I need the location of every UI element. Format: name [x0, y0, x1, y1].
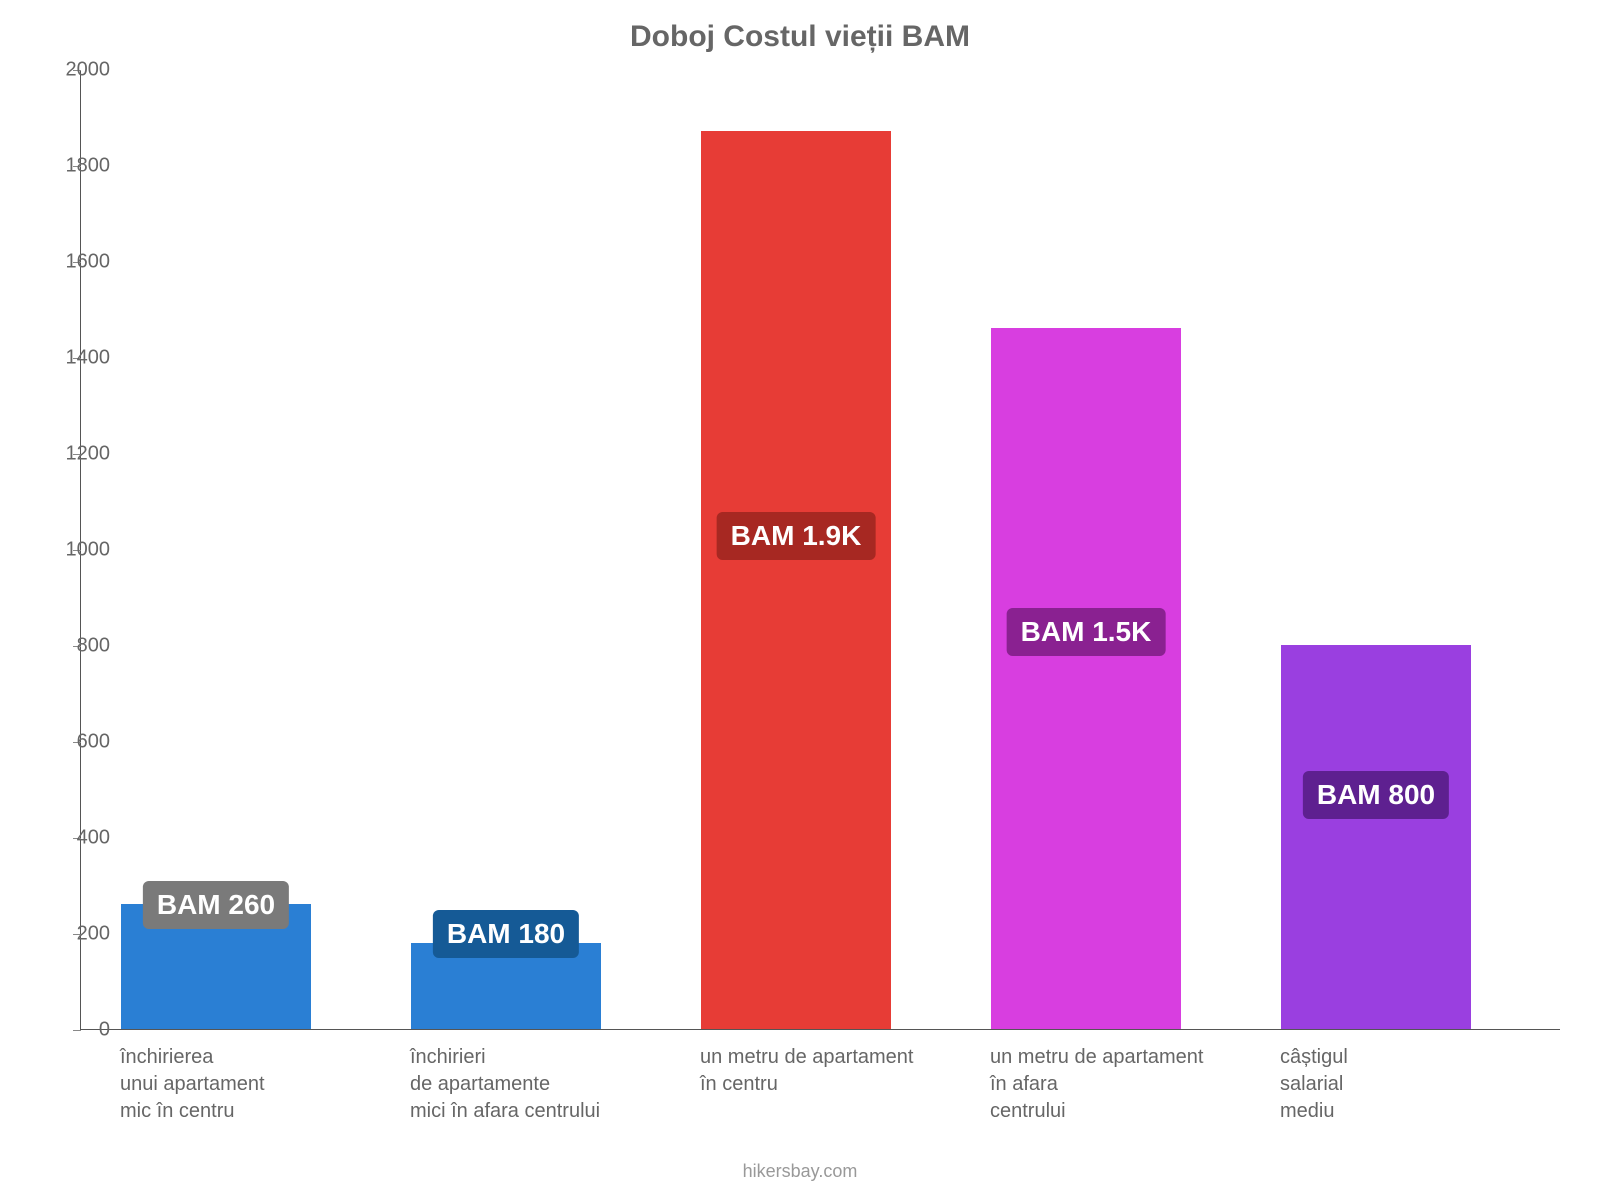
x-tick-label: un metru de apartament în centru — [700, 1044, 960, 1098]
y-tick-label: 1000 — [50, 539, 110, 562]
bar — [701, 131, 891, 1029]
bar-value-label: BAM 180 — [433, 910, 579, 958]
y-tick-label: 1800 — [50, 155, 110, 178]
y-tick-label: 400 — [50, 827, 110, 850]
x-tick-label: închirieri de apartamente mici în afara … — [410, 1044, 670, 1125]
bar-value-label: BAM 1.9K — [717, 512, 876, 560]
cost-of-living-chart: Doboj Costul vieții BAM BAM 260BAM 180BA… — [0, 0, 1600, 1200]
y-tick-label: 1200 — [50, 443, 110, 466]
x-tick-label: un metru de apartament în afara centrulu… — [990, 1044, 1250, 1125]
y-tick-label: 600 — [50, 731, 110, 754]
bar-value-label: BAM 1.5K — [1007, 608, 1166, 656]
y-tick-label: 2000 — [50, 59, 110, 82]
y-tick-label: 1600 — [50, 251, 110, 274]
y-tick-label: 1400 — [50, 347, 110, 370]
y-tick-label: 800 — [50, 635, 110, 658]
y-tick-label: 200 — [50, 923, 110, 946]
chart-title: Doboj Costul vieții BAM — [0, 20, 1600, 54]
x-tick-label: închirierea unui apartament mic în centr… — [120, 1044, 380, 1125]
bar-value-label: BAM 800 — [1303, 771, 1449, 819]
x-tick-label: câștigul salarial mediu — [1280, 1044, 1540, 1125]
chart-footer: hikersbay.com — [0, 1161, 1600, 1182]
bar — [991, 328, 1181, 1029]
bar — [1281, 645, 1471, 1029]
plot-area: BAM 260 BAM 180 BAM 1.9K BAM 1.5K BAM 800 — [80, 70, 1560, 1030]
bar-value-label: BAM 260 — [143, 881, 289, 929]
y-tick-label: 0 — [50, 1019, 110, 1042]
